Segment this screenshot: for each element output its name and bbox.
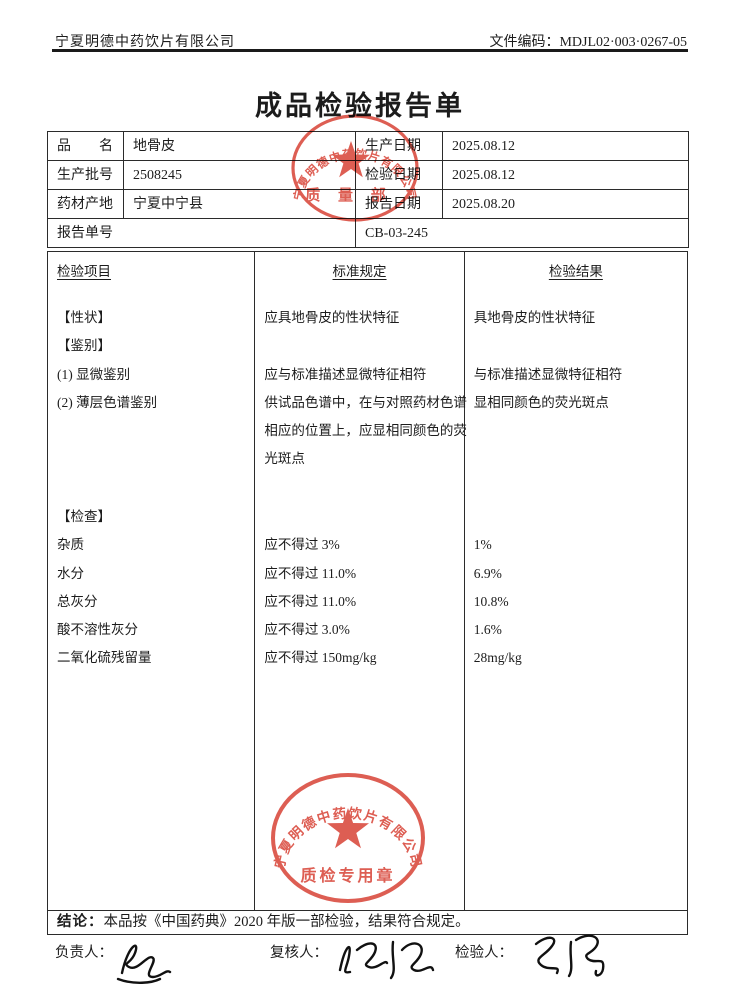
inspection-item: 杂质	[57, 537, 84, 552]
inspection-item: 水分	[57, 566, 84, 581]
test-date-value: 2025.08.12	[443, 161, 689, 190]
report-number-value: CB-03-245	[356, 219, 689, 248]
conclusion-text: 本品按《中国药典》2020 年版一部检验，结果符合规定。	[103, 914, 470, 930]
standard-spec: 应不得过 3.0%	[264, 622, 350, 637]
inspection-item: (2) 薄层色谱鉴别	[57, 395, 158, 410]
responsible-person-label: 负责人：	[55, 945, 113, 961]
column-header-item: 检验项目	[57, 264, 111, 279]
responsible-signature	[116, 944, 172, 984]
page-title: 成品检验报告单	[255, 91, 465, 121]
conclusion-row: 结论：本品按《中国药典》2020 年版一部检验，结果符合规定。	[47, 910, 688, 935]
inspection-item: 总灰分	[57, 594, 98, 609]
standard-spec: 相应的位置上，应显相同颜色的荧	[264, 423, 467, 438]
standard-spec: 应不得过 11.0%	[264, 566, 357, 581]
inspection-item: 【检查】	[57, 509, 111, 524]
reviewer-signature	[338, 940, 435, 980]
standard-spec: 应具地骨皮的性状特征	[264, 310, 400, 325]
header-rule	[52, 49, 688, 52]
report-date-label: 报告日期	[356, 190, 443, 219]
inspection-result: 6.9%	[473, 566, 502, 581]
inspector-label: 检验人：	[455, 945, 513, 961]
standard-spec: 应与标准描述显微特征相符	[264, 367, 427, 382]
origin-label: 药材产地	[48, 190, 124, 219]
origin-value: 宁夏中宁县	[124, 190, 356, 219]
reviewer-label: 复核人：	[270, 945, 328, 961]
inspection-items-column: 检验项目 【性状】 【鉴别】 (1) 显微鉴别 (2) 薄层色谱鉴别 【检查】 …	[48, 252, 256, 910]
batch-number-value: 2508245	[124, 161, 356, 190]
inspection-item: 酸不溶性灰分	[57, 622, 138, 637]
inspection-result: 10.8%	[473, 594, 509, 609]
inspection-item: (1) 显微鉴别	[57, 367, 131, 382]
standard-spec-column: 标准规定 应具地骨皮的性状特征 应与标准描述显微特征相符 供试品色谱中，在与对照…	[255, 252, 467, 910]
inspection-table: 检验项目 【性状】 【鉴别】 (1) 显微鉴别 (2) 薄层色谱鉴别 【检查】 …	[47, 251, 688, 910]
inspection-item: 【性状】	[57, 310, 111, 325]
report-date-value: 2025.08.20	[443, 190, 689, 219]
standard-spec: 光斑点	[264, 451, 305, 466]
company-name: 宁夏明德中药饮片有限公司	[55, 35, 235, 50]
product-name-value: 地骨皮	[124, 132, 356, 161]
column-header-standard: 标准规定	[332, 264, 387, 279]
standard-spec: 供试品色谱中，在与对照药材色谱	[264, 395, 467, 410]
report-number-label: 报告单号	[48, 219, 356, 248]
test-date-label: 检验日期	[356, 161, 443, 190]
column-header-result: 检验结果	[548, 264, 603, 279]
inspection-result: 具地骨皮的性状特征	[473, 310, 596, 325]
inspection-item: 二氧化硫残留量	[57, 650, 152, 665]
inspection-result: 1.6%	[473, 622, 502, 637]
conclusion-label: 结论：	[57, 914, 104, 930]
production-date-value: 2025.08.12	[443, 132, 689, 161]
inspection-result: 28mg/kg	[473, 650, 522, 665]
inspection-result: 1%	[473, 537, 492, 552]
product-info-table: 品 名 地骨皮 生产日期 2025.08.12 生产批号 2508245 检验日…	[47, 131, 689, 248]
document-code: 文件编码：MDJL02·003·0267-05	[489, 35, 687, 50]
standard-spec: 应不得过 3%	[264, 537, 340, 552]
batch-number-label: 生产批号	[48, 161, 124, 190]
inspection-item: 【鉴别】	[57, 338, 111, 353]
standard-spec: 应不得过 11.0%	[264, 594, 357, 609]
inspection-result: 显相同颜色的荧光斑点	[473, 395, 609, 410]
production-date-label: 生产日期	[356, 132, 443, 161]
inspection-result: 与标准描述显微特征相符	[473, 367, 623, 382]
product-name-label: 品 名	[48, 132, 124, 161]
inspection-results-column: 检验结果 具地骨皮的性状特征 与标准描述显微特征相符 显相同颜色的荧光斑点 1%…	[465, 252, 687, 910]
standard-spec: 应不得过 150mg/kg	[264, 650, 377, 665]
